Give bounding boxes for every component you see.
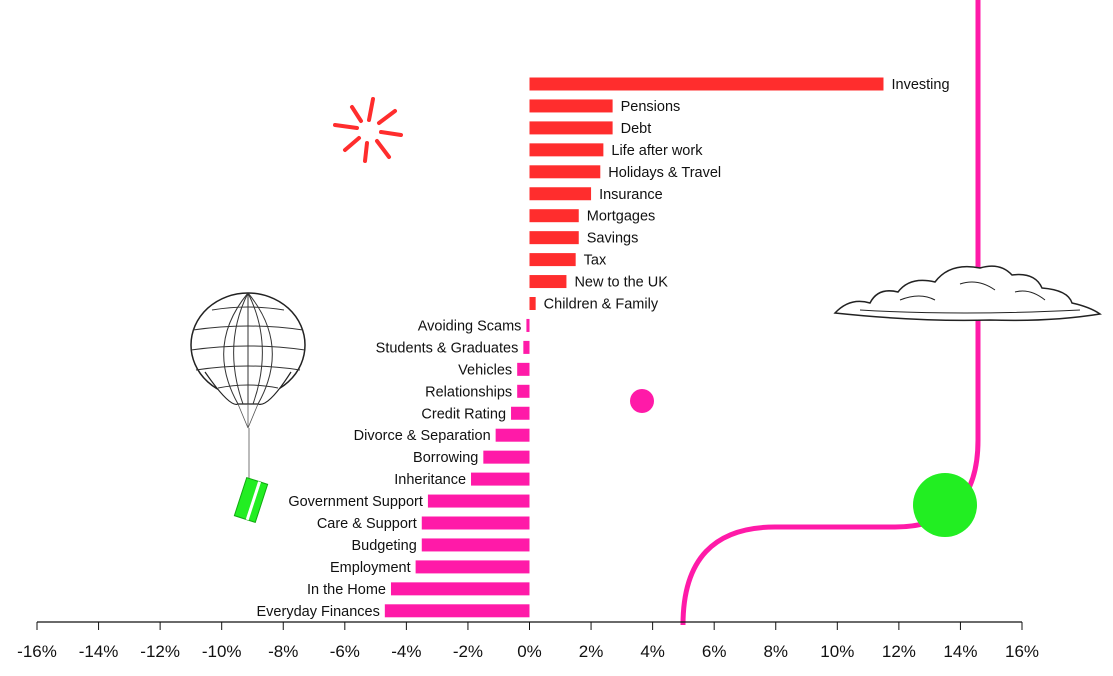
- bar-label-relationships: Relationships: [425, 384, 512, 400]
- bar-students-and-graduates: [523, 340, 530, 354]
- x-tick-label: 12%: [882, 642, 916, 661]
- pink-dot: [630, 389, 654, 413]
- bar-vehicles: [517, 362, 530, 376]
- bar-pensions: [529, 99, 613, 113]
- bar-label-mortgages: Mortgages: [587, 209, 656, 225]
- x-tick-label: -4%: [391, 642, 421, 661]
- bar-label-savings: Savings: [587, 231, 639, 247]
- bar-avoiding-scams: [526, 318, 530, 332]
- bar-label-avoiding-scams: Avoiding Scams: [418, 318, 522, 334]
- x-tick-label: -6%: [330, 642, 360, 661]
- bar-care-and-support: [421, 516, 530, 530]
- x-tick-label: -2%: [453, 642, 483, 661]
- bar-savings: [529, 231, 579, 245]
- x-axis-ticks: [36, 622, 1023, 630]
- pink-curve-line: [680, 0, 981, 626]
- cloud-icon: [833, 265, 1102, 322]
- bar-budgeting: [421, 538, 530, 552]
- bar-label-vehicles: Vehicles: [458, 362, 512, 378]
- bar-new-to-the-uk: [529, 275, 567, 289]
- bar-borrowing: [483, 450, 530, 464]
- bar-label-students-and-graduates: Students & Graduates: [376, 340, 519, 356]
- starburst-icon: [333, 97, 403, 163]
- hot-air-balloon-icon: [190, 292, 306, 524]
- x-tick-label: -8%: [268, 642, 298, 661]
- bar-label-insurance: Insurance: [599, 187, 663, 203]
- bar-label-pensions: Pensions: [621, 99, 681, 115]
- bar-label-employment: Employment: [330, 560, 411, 576]
- bar-everyday-finances: [384, 604, 530, 618]
- x-tick-label: 10%: [820, 642, 854, 661]
- green-circle: [913, 473, 977, 537]
- x-tick-label: -10%: [202, 642, 242, 661]
- x-tick-label: -14%: [79, 642, 119, 661]
- bar-label-debt: Debt: [621, 121, 652, 137]
- x-tick-label: 16%: [1005, 642, 1039, 661]
- bar-label-children-and-family: Children & Family: [544, 297, 659, 313]
- x-tick-label: -12%: [140, 642, 180, 661]
- x-tick-label: 14%: [943, 642, 977, 661]
- x-tick-label: 0%: [517, 642, 542, 661]
- bar-holidays-and-travel: [529, 165, 601, 179]
- bar-label-investing: Investing: [891, 77, 949, 93]
- bar-label-new-to-the-uk: New to the UK: [574, 275, 668, 291]
- bar-employment: [415, 560, 530, 574]
- bar-inheritance: [471, 472, 530, 486]
- bar-label-care-and-support: Care & Support: [317, 516, 417, 532]
- x-tick-label: 6%: [702, 642, 727, 661]
- bar-label-inheritance: Inheritance: [394, 472, 466, 488]
- x-tick-label: 4%: [640, 642, 665, 661]
- bar-divorce-and-separation: [495, 428, 530, 442]
- bar-government-support: [427, 494, 530, 508]
- bar-label-everyday-finances: Everyday Finances: [257, 604, 380, 620]
- x-tick-label: 8%: [763, 642, 788, 661]
- bar-label-borrowing: Borrowing: [413, 450, 478, 466]
- bar-insurance: [529, 187, 592, 201]
- x-tick-label: -16%: [17, 642, 57, 661]
- bar-investing: [529, 77, 884, 91]
- bar-label-credit-rating: Credit Rating: [421, 406, 506, 422]
- bar-life-after-work: [529, 143, 604, 157]
- bar-children-and-family: [529, 297, 536, 310]
- x-axis-tick-labels: -16% -14% -12% -10% -8% -6% -4% -2% 0% 2% 4% 6% 8% 10…: [17, 642, 1039, 661]
- bar-label-in-the-home: In the Home: [307, 582, 386, 598]
- bar-label-holidays-and-travel: Holidays & Travel: [608, 165, 721, 181]
- bar-tax: [529, 253, 576, 267]
- bar-credit-rating: [511, 406, 530, 420]
- bar-relationships: [517, 384, 530, 398]
- bars-group: [384, 77, 884, 618]
- bar-mortgages: [529, 209, 579, 223]
- bar-in-the-home: [390, 582, 530, 596]
- bar-label-budgeting: Budgeting: [351, 538, 416, 554]
- bar-label-life-after-work: Life after work: [611, 143, 703, 159]
- bar-labels-group: Investing Pensions Debt Life after work Holi…: [257, 77, 950, 620]
- bar-label-government-support: Government Support: [288, 494, 423, 510]
- x-tick-label: 2%: [579, 642, 604, 661]
- bar-label-divorce-and-separation: Divorce & Separation: [354, 428, 491, 444]
- bar-label-tax: Tax: [584, 253, 607, 269]
- bar-debt: [529, 121, 613, 135]
